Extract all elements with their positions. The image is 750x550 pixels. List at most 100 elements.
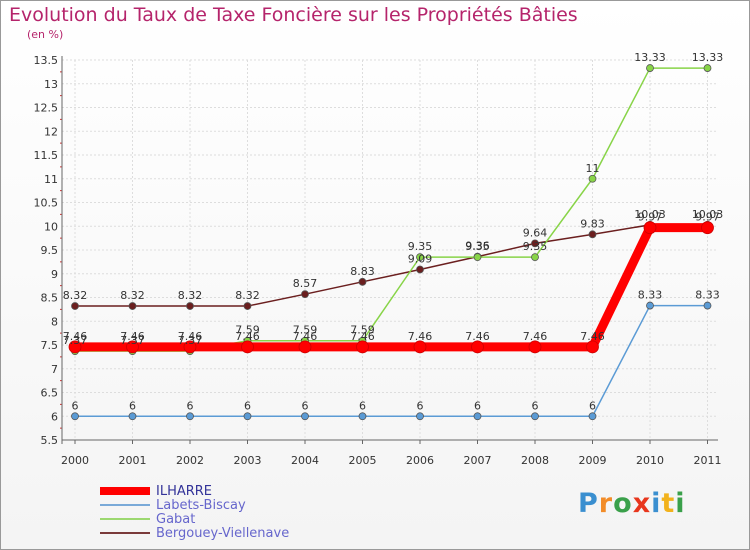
data-point [646,64,654,72]
data-point [71,302,79,310]
y-tick-label: 11 [44,173,58,186]
y-tick-label: 9.5 [41,244,59,257]
y-tick-label: 10 [44,220,58,233]
legend-swatch [100,532,150,534]
data-point [71,412,79,421]
data-label: 6 [187,399,194,412]
data-point [241,340,254,354]
data-point [186,412,194,421]
data-point [703,301,712,310]
data-label: 9.97 [638,211,663,224]
data-label: 7.46 [350,330,375,343]
data-label: 8.33 [638,289,663,302]
data-label: 7.59 [350,324,375,337]
data-point [471,340,484,354]
legend-label: Bergouey-Viellenave [156,525,290,541]
legend: ILHARRE Labets-Biscay Gabat Bergouey-Vielle… [100,484,289,540]
data-label: 6 [129,399,136,412]
data-label: 7.37 [178,334,203,347]
data-label: 9.35 [523,240,548,253]
data-point [588,412,597,421]
legend-item: ILHARRE [100,484,289,498]
y-tick-label: 13.5 [34,54,59,67]
legend-item: Bergouey-Viellenave [100,526,289,540]
legend-label: Gabat [156,511,196,527]
data-label: 6 [359,399,366,412]
proxiti-logo: Proxiti [578,488,686,519]
grid [62,59,718,441]
data-label: 6 [417,399,424,412]
chart-title: Evolution du Taux de Taxe Foncière sur l… [9,4,578,26]
y-tick-label: 6 [51,410,58,423]
data-point [298,340,312,354]
data-point [473,253,482,262]
data-point [416,412,424,421]
data-point [528,340,542,354]
y-tick-label: 11.5 [34,149,59,162]
data-point [301,412,309,421]
data-point [126,340,139,354]
data-label: 10.03 [634,208,666,221]
data-label: 9.09 [408,252,433,265]
data-point [473,412,482,421]
series-line [70,223,712,352]
data-label: 7.46 [293,330,318,343]
data-label: 7.46 [465,330,490,343]
data-point [243,412,252,421]
data-label: 6 [589,399,596,412]
x-tick-label: 2004 [291,454,319,467]
data-label: 8.32 [120,289,145,302]
legend-label: Labets-Biscay [156,497,246,513]
x-tick-label: 2009 [579,454,607,467]
y-tick-label: 10.5 [34,197,59,210]
data-label: 8.32 [178,289,203,302]
data-label: 6 [72,399,79,412]
data-point [531,412,539,421]
data-label: 7.46 [408,330,433,343]
y-tick-label: 12.5 [34,102,59,115]
data-point [588,174,597,183]
data-label: 9.83 [580,217,605,230]
data-labels: 8.32 8.32 8.32 8.32 8.57 8.83 9.09 9.36 9.64 9.83… [63,51,724,412]
data-point [183,340,197,354]
x-tick-label: 2007 [464,454,492,467]
data-point [186,302,194,310]
data-label: 8.32 [235,289,260,302]
legend-swatch [100,518,150,520]
data-label: 7.46 [63,330,88,343]
data-label: 9.35 [465,240,490,253]
data-label: 8.32 [63,289,88,302]
data-label: 9.97 [695,211,720,224]
data-label: 7.59 [235,324,260,337]
data-point [128,412,137,421]
y-tick-label: 5.5 [41,434,59,447]
data-label: 7.46 [120,330,145,343]
logo-letter: o [613,488,633,519]
data-label: 8.83 [350,265,375,278]
y-tick-label: 7.5 [41,339,59,352]
logo-letter: P [578,488,599,519]
data-label: 8.57 [293,277,318,290]
data-point [356,340,369,354]
data-label: 7.37 [63,334,88,347]
data-label: 13.33 [634,51,666,64]
data-point [416,253,424,262]
data-label: 9.35 [408,240,433,253]
x-tick-label: 2010 [636,454,664,467]
series-line [74,224,709,307]
data-label: 7.46 [523,330,548,343]
data-label: 6 [302,399,309,412]
data-label: 11 [586,162,600,175]
x-tick-label: 2002 [176,454,204,467]
data-point [358,412,367,421]
legend-label: ILHARRE [156,483,213,499]
data-label: 6 [532,399,539,412]
y-tick-label: 8 [51,315,58,328]
data-point [68,340,82,354]
data-label: 13.33 [692,51,724,64]
data-point [586,340,599,354]
logo-letter: i [675,488,686,519]
logo-letter: r [598,488,614,519]
data-label: 7.59 [293,324,318,337]
data-point [531,239,539,248]
